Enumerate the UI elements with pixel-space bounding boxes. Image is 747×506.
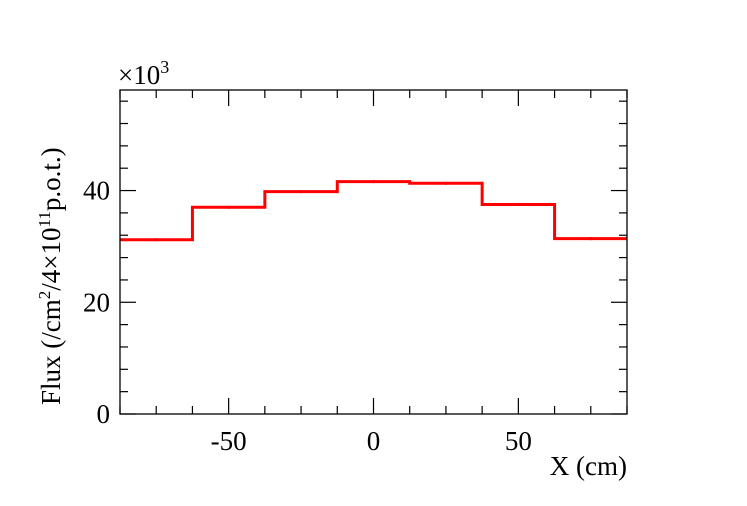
plot-frame: [119, 89, 628, 415]
y-tick-label: 0: [97, 399, 111, 429]
y-tick-label: 20: [83, 287, 110, 317]
y-tick-label: 40: [83, 176, 110, 206]
data-point: [444, 181, 448, 185]
x-tick-label: 0: [367, 426, 381, 456]
axis-ticks: [119, 90, 628, 415]
data-point: [589, 236, 593, 241]
x-axis-label: X (cm): [550, 451, 627, 481]
scale-multiplier: ×103: [118, 57, 169, 90]
series-flux: [120, 180, 627, 242]
y-axis-label: Flux (/cm2/4×1011p.o.t.): [35, 147, 66, 405]
series-line: [120, 180, 627, 242]
data-point: [516, 202, 520, 207]
data-point: [154, 238, 158, 242]
data-point: [227, 205, 231, 209]
data-point: [299, 190, 303, 194]
x-tick-label: -50: [211, 426, 247, 456]
x-tick-label: 50: [505, 426, 532, 456]
tick-labels: -50 0 50 0 20 40: [83, 176, 532, 456]
data-point: [371, 180, 376, 184]
